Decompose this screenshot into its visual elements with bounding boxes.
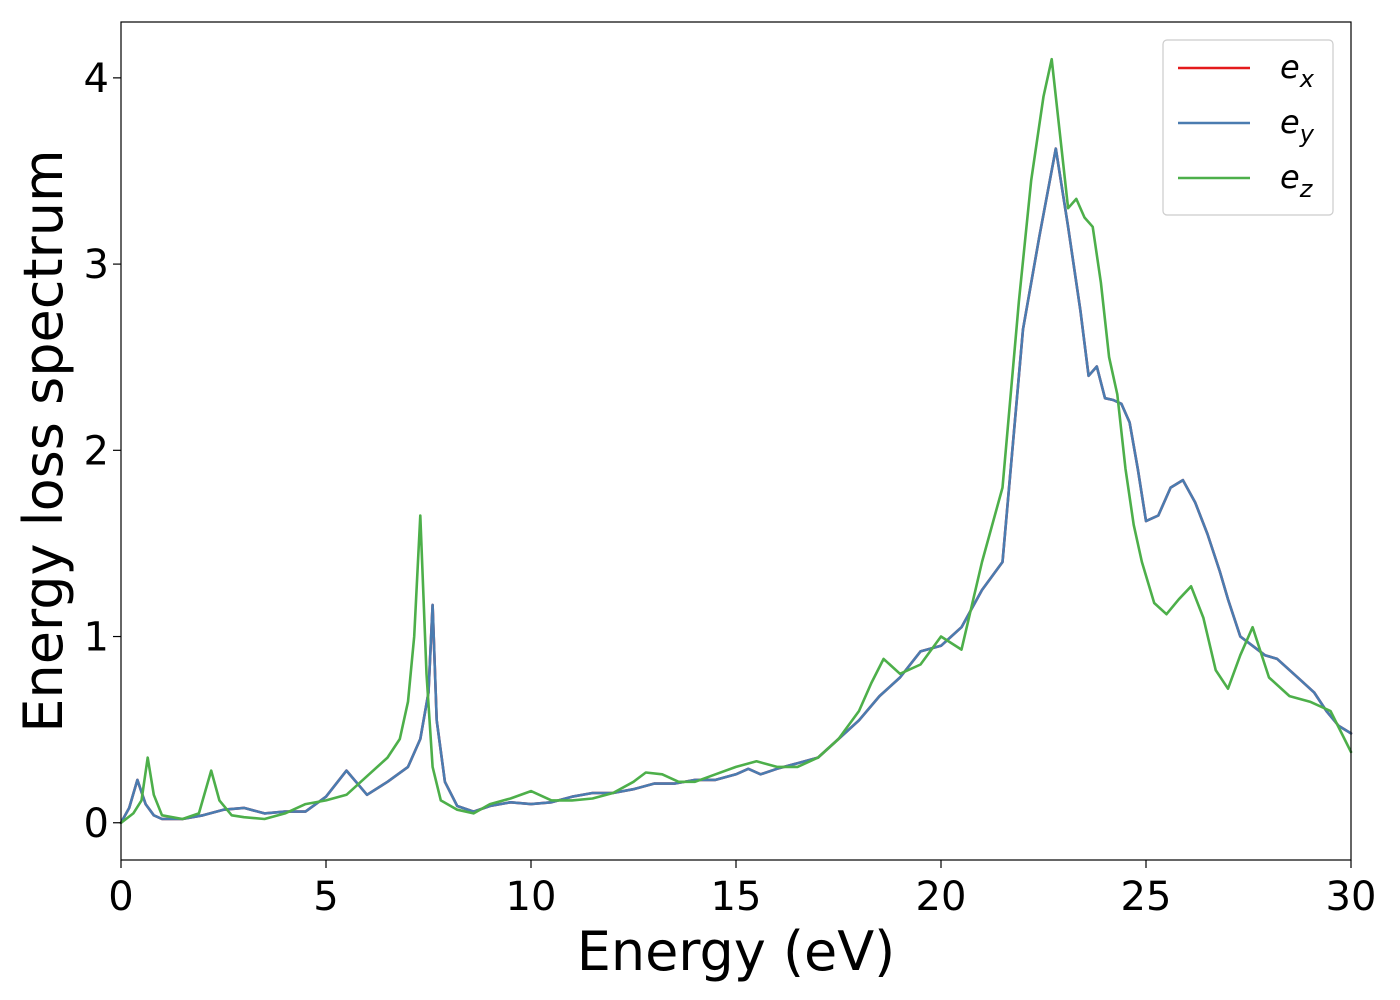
plot-background — [121, 22, 1351, 860]
y-tick-label: 3 — [84, 242, 109, 288]
legend-box — [1162, 39, 1334, 216]
y-tick-label: 1 — [84, 615, 109, 661]
series-layer — [119, 57, 1353, 825]
legend-entries: ex ey ez — [1178, 48, 1315, 203]
y-axis: 0 1 2 3 4 — [84, 56, 121, 847]
x-tick-label: 25 — [1121, 874, 1172, 920]
x-axis-label: Energy (eV) — [577, 920, 896, 983]
y-axis-label: Energy loss spectrum — [12, 149, 75, 732]
x-tick-label: 10 — [506, 874, 557, 920]
legend: ex ey ez — [1162, 39, 1334, 216]
legend-label-e-z: ez — [1280, 158, 1314, 203]
x-tick-label: 15 — [711, 874, 762, 920]
x-axis: 0 5 10 15 20 25 30 — [108, 860, 1376, 920]
x-tick-label: 20 — [916, 874, 967, 920]
y-tick-label: 2 — [84, 428, 109, 474]
legend-label-e-x: ex — [1280, 48, 1315, 93]
legend-label-e-y: ey — [1280, 103, 1315, 148]
x-tick-label: 0 — [108, 874, 133, 920]
x-tick-label: 5 — [313, 874, 338, 920]
series-line-e-z — [119, 57, 1353, 825]
y-tick-label: 0 — [84, 801, 109, 847]
x-tick-label: 30 — [1326, 874, 1377, 920]
y-tick-label: 4 — [84, 56, 109, 102]
